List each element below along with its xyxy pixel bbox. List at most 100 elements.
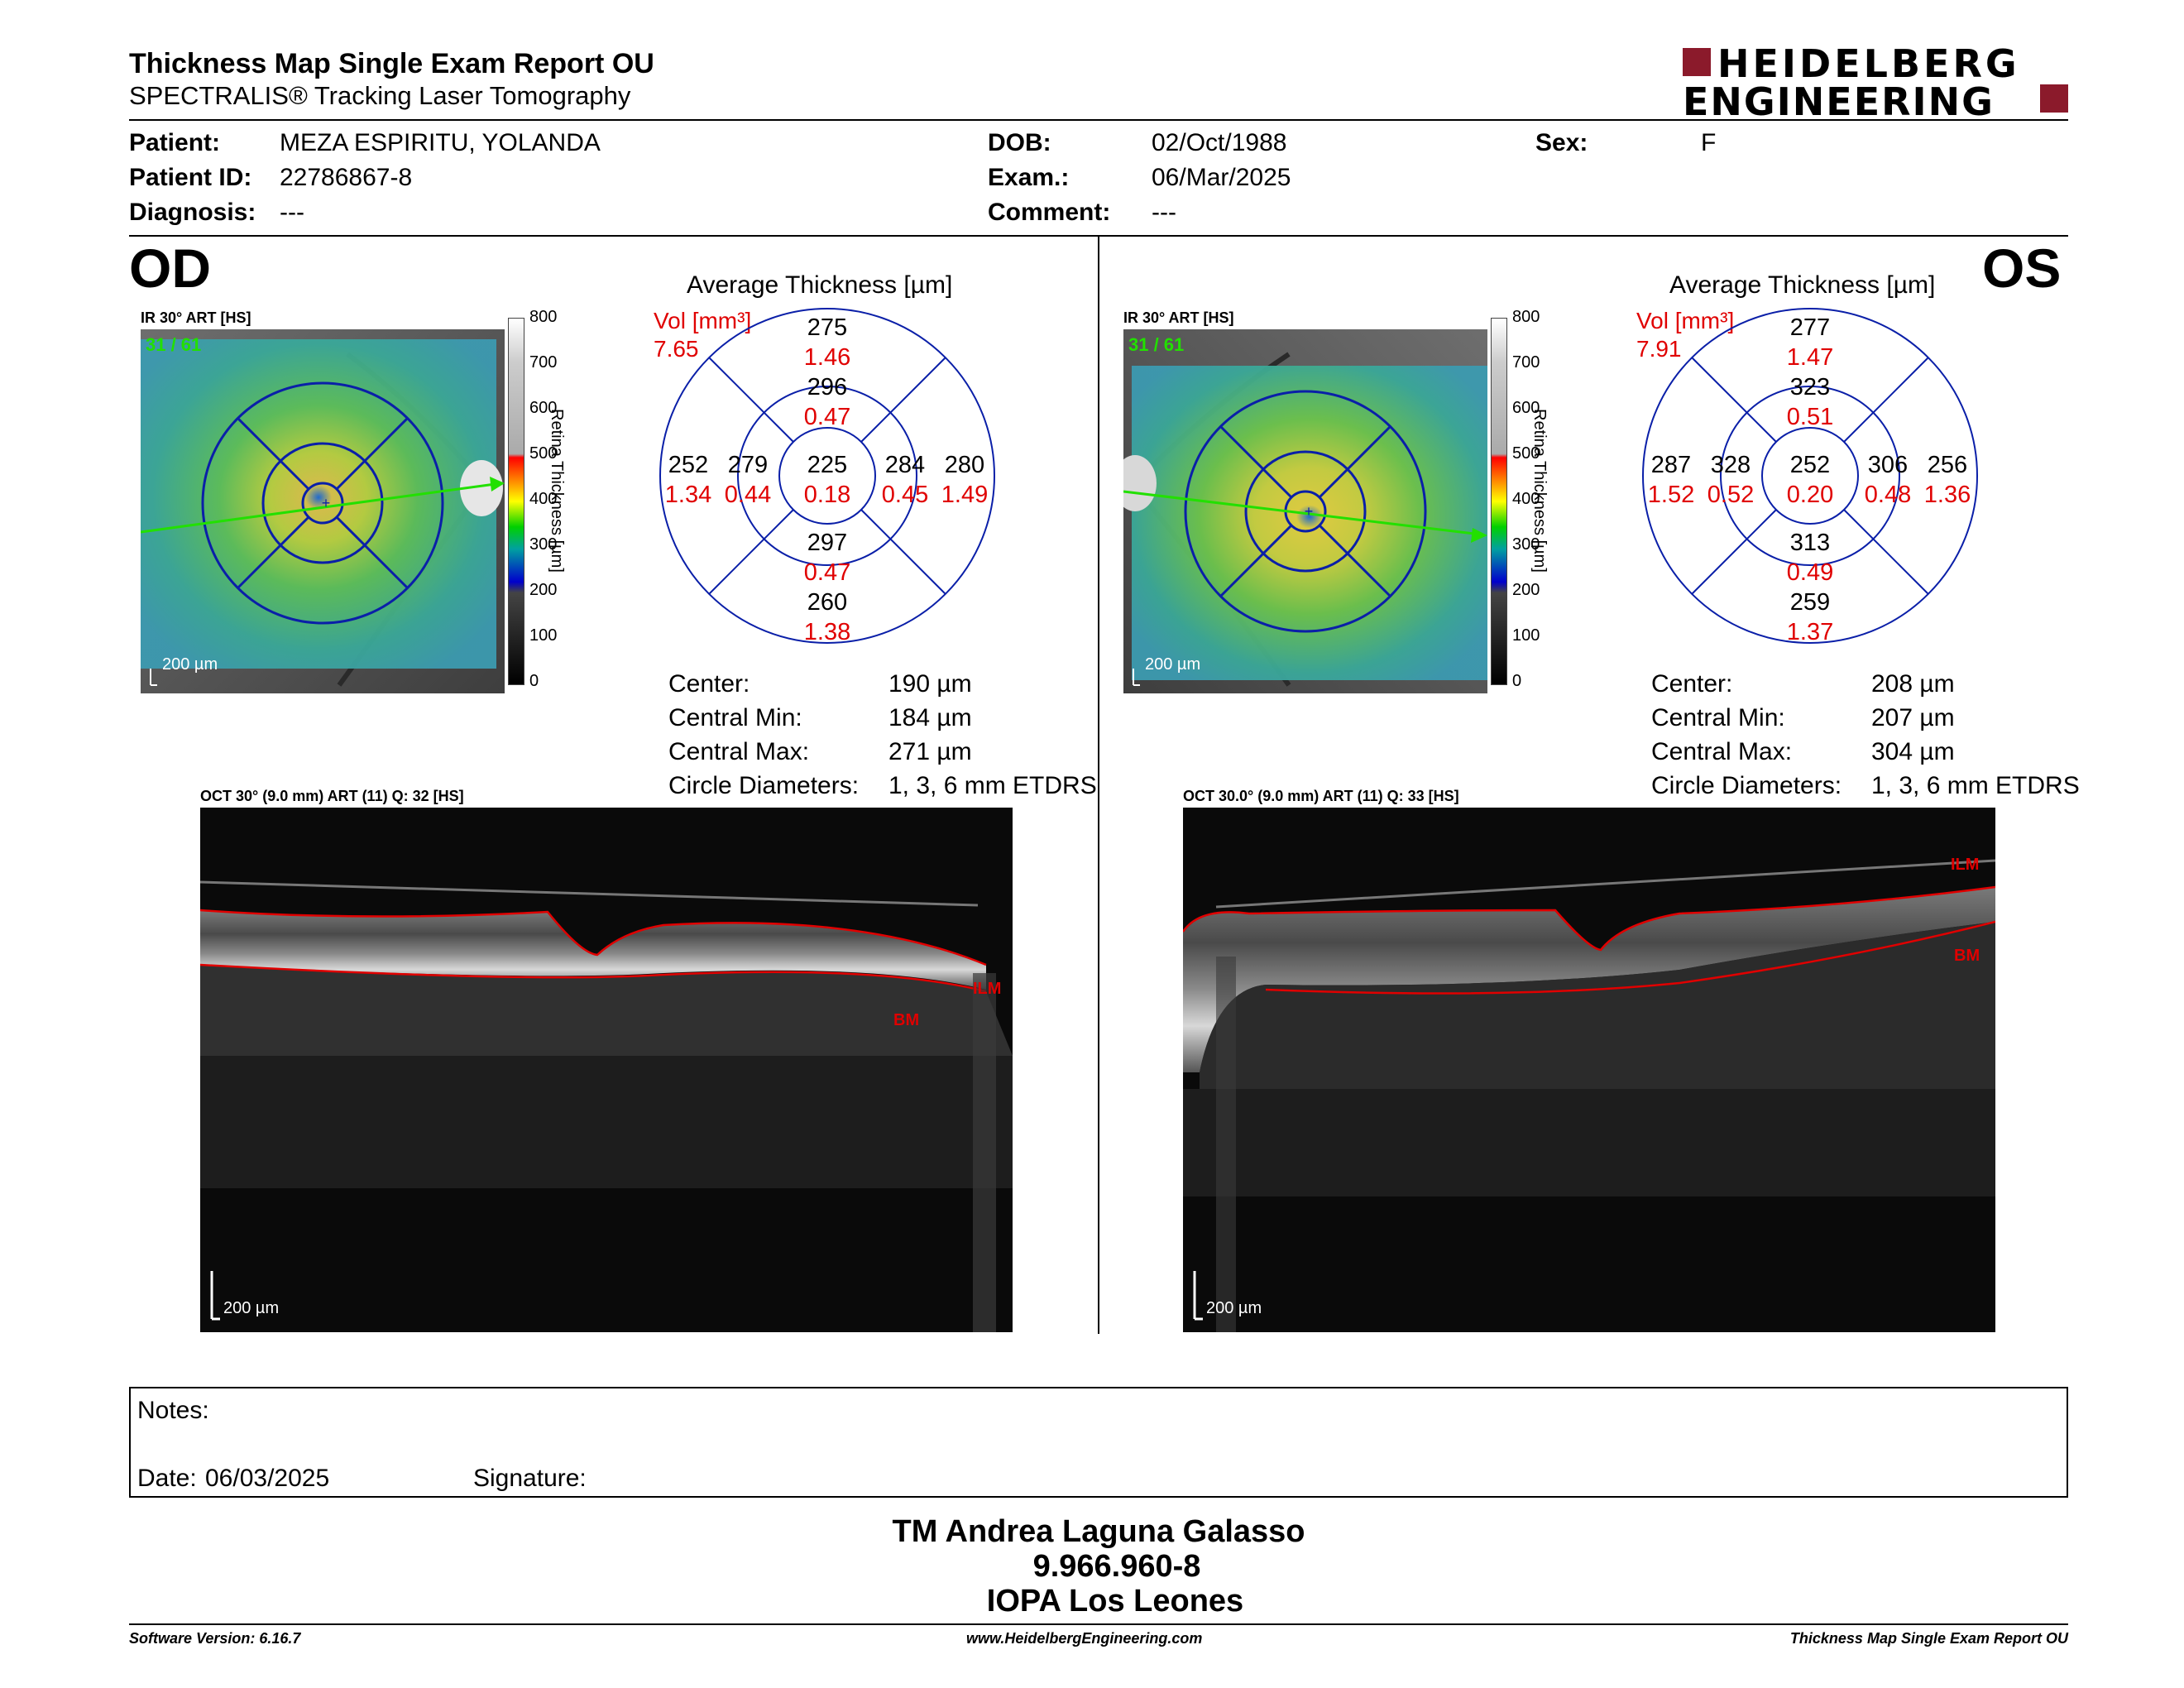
od-tick-600: 600 — [529, 399, 558, 417]
od-eye-label: OD — [129, 237, 211, 299]
od-bm-label: BM — [893, 1011, 920, 1029]
os-diam-label: Circle Diameters: — [1651, 772, 1842, 799]
od-outer-right-thick: 280 — [944, 452, 985, 478]
od-outer-top-vol: 1.46 — [803, 344, 851, 371]
os-colorbar-ticks: 800 700 600 500 400 300 200 100 0 — [1512, 308, 1545, 697]
os-inner-top-vol: 0.51 — [1786, 404, 1834, 430]
od-inner-bottom-vol: 0.47 — [803, 559, 851, 586]
od-oct-label: OCT 30° (9.0 mm) ART (11) Q: 32 [HS] — [200, 788, 464, 804]
os-min-label: Central Min: — [1651, 704, 1785, 731]
footer-report-name: Thickness Map Single Exam Report OU — [1789, 1630, 2068, 1647]
os-ir-scale: 200 µm — [1145, 655, 1201, 674]
os-inner-right-thick: 306 — [1867, 452, 1909, 478]
software-version: Software Version: 6.16.7 — [129, 1630, 301, 1647]
patient-name: MEZA ESPIRITU, YOLANDA — [280, 129, 601, 156]
sex-value: F — [1701, 129, 1717, 156]
od-ir-scale: 200 µm — [162, 655, 218, 674]
od-ir-label: IR 30° ART [HS] — [141, 309, 251, 326]
comment-label: Comment: — [988, 199, 1111, 226]
os-outer-left-vol: 1.52 — [1647, 482, 1695, 508]
od-ilm-label: ILM — [973, 980, 1002, 998]
od-vol-label: Vol [mm³] — [654, 308, 752, 333]
od-inner-right-thick: 284 — [884, 452, 926, 478]
os-tick-300: 300 — [1512, 535, 1540, 554]
patient-id-label: Patient ID: — [129, 164, 252, 191]
patient-id: 22786867-8 — [280, 164, 413, 191]
od-tick-100: 100 — [529, 626, 558, 645]
logo-red-square-bottom — [2040, 84, 2068, 113]
od-inner-left-vol: 0.44 — [724, 482, 772, 508]
od-tick-800: 800 — [529, 308, 558, 326]
od-tick-300: 300 — [529, 535, 558, 554]
od-center-label: Center: — [668, 670, 750, 698]
os-ilm-label: ILM — [1951, 856, 1980, 874]
os-outer-left-thick: 287 — [1650, 452, 1692, 478]
os-tick-100: 100 — [1512, 626, 1540, 645]
od-diam-label: Circle Diameters: — [668, 772, 860, 799]
od-oct-bscan: ILM BM 200 µm — [200, 808, 1013, 1332]
od-fundus-thickness-map: + 31 / 61 200 µm — [141, 329, 505, 693]
os-vol-total: 7.91 — [1636, 336, 1682, 362]
os-outer-right-vol: 1.36 — [1923, 482, 1971, 508]
os-outer-top-vol: 1.47 — [1786, 344, 1834, 371]
os-fundus-thickness-map: + 31 / 61 200 µm — [1123, 329, 1487, 693]
eye-divider — [1098, 237, 1099, 1334]
dob-label: DOB: — [988, 129, 1051, 156]
patient-divider — [129, 235, 2068, 237]
od-outer-bottom-vol: 1.38 — [803, 619, 851, 645]
od-inner-bottom-thick: 297 — [807, 530, 848, 556]
date-label: Date: — [137, 1465, 197, 1492]
os-tick-0: 0 — [1512, 672, 1522, 690]
od-outer-left-thick: 252 — [668, 452, 709, 478]
patient-label: Patient: — [129, 129, 221, 156]
heidelberg-logo: HEIDELBERG ENGINEERING — [1683, 41, 2068, 124]
footer-divider — [129, 1623, 2068, 1625]
os-tick-600: 600 — [1512, 399, 1540, 417]
svg-text:+: + — [322, 495, 331, 511]
od-max-label: Central Max: — [668, 738, 810, 765]
os-center-value: 208 µm — [1871, 670, 1955, 698]
os-center-label: Center: — [1651, 670, 1733, 698]
od-tick-700: 700 — [529, 353, 558, 372]
comment-value: --- — [1152, 199, 1176, 226]
os-ir-label: IR 30° ART [HS] — [1123, 309, 1234, 326]
os-tick-800: 800 — [1512, 308, 1540, 326]
os-inner-top-thick: 323 — [1789, 374, 1831, 400]
od-colorbar — [508, 318, 524, 685]
od-min-label: Central Min: — [668, 704, 802, 731]
notes-box: Notes: Date: 06/03/2025 Signature: — [129, 1387, 2068, 1498]
os-avg-title: Average Thickness [µm] — [1669, 271, 1936, 299]
od-center-thick: 225 — [807, 452, 848, 478]
exam-value: 06/Mar/2025 — [1152, 164, 1291, 191]
os-oct-scale: 200 µm — [1206, 1299, 1262, 1317]
exam-label: Exam.: — [988, 164, 1070, 191]
os-ir-counter: 31 / 61 — [1128, 334, 1185, 355]
os-eye-label: OS — [1982, 237, 2062, 299]
os-inner-left-thick: 328 — [1710, 452, 1751, 478]
od-inner-left-thick: 279 — [727, 452, 769, 478]
signer-institution: IOPA Los Leones — [986, 1584, 1244, 1618]
os-diam-value: 1, 3, 6 mm ETDRS — [1871, 772, 2080, 799]
od-max-value: 271 µm — [888, 738, 972, 765]
os-inner-bottom-thick: 313 — [1789, 530, 1831, 556]
svg-text:+: + — [1305, 503, 1314, 520]
header-divider — [129, 119, 2068, 121]
footer-website[interactable]: www.HeidelbergEngineering.com — [966, 1630, 1203, 1647]
os-oct-label: OCT 30.0° (9.0 mm) ART (11) Q: 33 [HS] — [1183, 788, 1459, 804]
logo-red-square-top — [1683, 48, 1711, 76]
od-inner-right-vol: 0.45 — [881, 482, 929, 508]
od-colorbar-title: Retina Thickness [µm] — [548, 409, 566, 573]
diagnosis-value: --- — [280, 199, 304, 226]
od-tick-200: 200 — [529, 581, 558, 599]
od-tick-500: 500 — [529, 444, 558, 463]
od-inner-top-thick: 296 — [807, 374, 848, 400]
os-tick-700: 700 — [1512, 353, 1540, 372]
os-vol-label: Vol [mm³] — [1636, 308, 1735, 333]
os-min-value: 207 µm — [1871, 704, 1955, 731]
os-outer-bottom-thick: 259 — [1789, 589, 1831, 616]
od-ir-counter: 31 / 61 — [146, 334, 202, 355]
od-avg-title: Average Thickness [µm] — [687, 271, 953, 299]
os-colorbar-title: Retina Thickness [µm] — [1530, 409, 1549, 573]
date-value: 06/03/2025 — [205, 1465, 330, 1492]
